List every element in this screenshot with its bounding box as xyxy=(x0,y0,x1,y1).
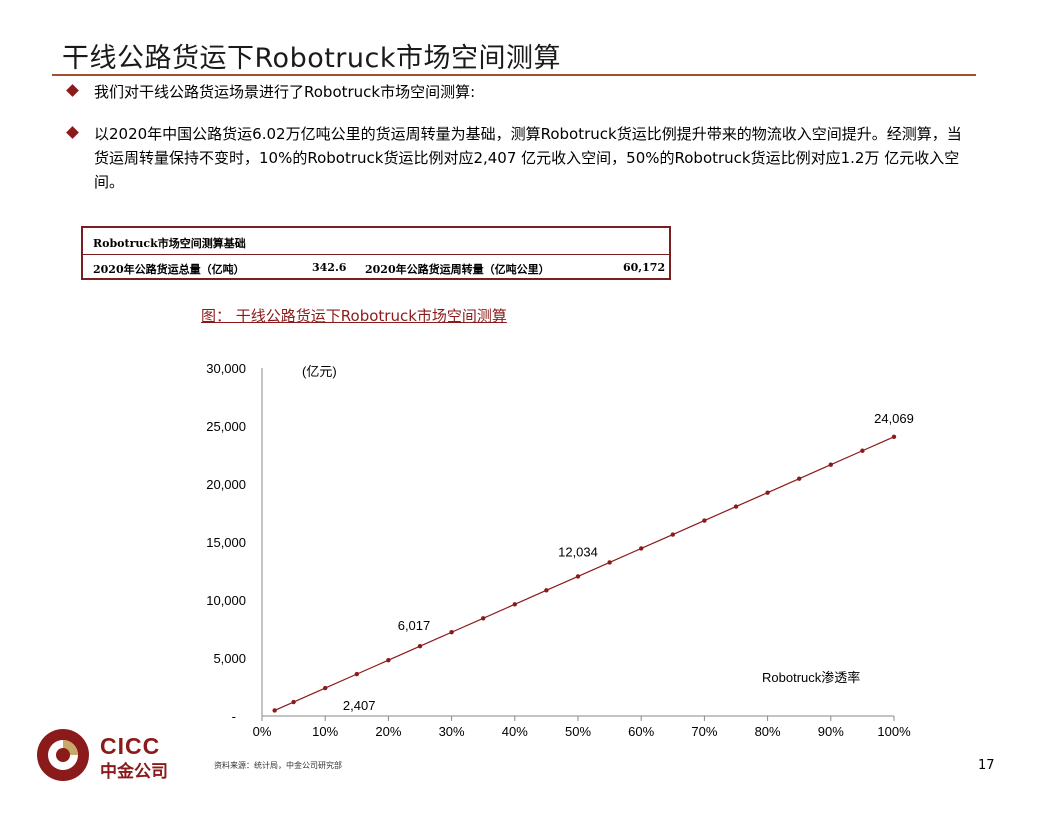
data-point xyxy=(733,504,739,509)
data-point xyxy=(575,574,581,579)
data-point xyxy=(291,699,296,705)
bullet-text-2: 以2020年中国公路货运6.02万亿吨公里的货运周转量为基础，测算Robotru… xyxy=(94,125,962,191)
x-tick-label: 70% xyxy=(691,724,717,739)
data-point xyxy=(860,448,865,453)
cicc-logo-icon xyxy=(37,729,89,781)
data-label: 24,069 xyxy=(874,411,914,426)
basis-table-row: 2020年公路货运总量（亿吨） 342.6 2020年公路货运周转量（亿吨公里）… xyxy=(83,261,669,277)
data-point xyxy=(702,518,707,523)
logo-text-cn: 中金公司 xyxy=(100,762,168,782)
page-number: 17 xyxy=(978,758,995,773)
y-tick-label: 20,000 xyxy=(206,477,246,492)
x-axis: 0% 10% 20% 30% 40% 50% 60% 70% 80% 90% 100% xyxy=(253,715,911,739)
y-tick-label: 10,000 xyxy=(206,593,246,608)
chart-data-labels: 2,407 6,017 12,034 24,069 xyxy=(343,411,914,713)
title-divider xyxy=(52,74,976,76)
basis-value-freight-turnover: 60,172 xyxy=(623,261,666,274)
data-point xyxy=(639,546,644,551)
x-tick-label: 10% xyxy=(312,724,338,739)
data-point xyxy=(481,616,486,621)
data-label: 12,034 xyxy=(558,544,598,559)
x-tick-label: 0% xyxy=(253,724,272,739)
y-tick-label: 25,000 xyxy=(206,419,246,434)
data-point xyxy=(386,657,391,663)
data-point xyxy=(607,560,612,565)
data-point xyxy=(828,462,833,467)
logo-text-en: CICC xyxy=(100,733,161,759)
data-point xyxy=(354,671,359,677)
data-label: 6,017 xyxy=(398,618,431,633)
x-tick-label: 50% xyxy=(565,724,591,739)
source-note: 资料来源：统计局，中金公司研究部 xyxy=(214,761,342,770)
x-axis-title: Robotruck渗透率 xyxy=(762,670,860,685)
y-tick-label: - xyxy=(232,709,236,724)
y-axis-unit-label: (亿元) xyxy=(302,364,337,379)
data-point xyxy=(512,602,517,607)
basis-label-freight-volume: 2020年公路货运总量（亿吨） xyxy=(93,263,245,276)
bullet-text-1: 我们对干线公路货运场景进行了Robotruck市场空间测算: xyxy=(94,83,476,101)
y-tick-label: 30,000 xyxy=(206,361,246,376)
data-point xyxy=(765,490,770,495)
x-tick-label: 100% xyxy=(877,724,911,739)
data-point xyxy=(797,476,802,481)
y-tick-label: 5,000 xyxy=(213,651,246,666)
y-tick-label: 15,000 xyxy=(206,535,246,550)
data-point xyxy=(323,685,328,691)
basis-table: Robotruck市场空间测算基础 2020年公路货运总量（亿吨） 342.6 … xyxy=(81,226,671,280)
data-label: 2,407 xyxy=(343,698,376,713)
y-axis: - 5,000 10,000 15,000 20,000 25,000 30,000 xyxy=(206,361,263,724)
basis-table-divider xyxy=(83,254,669,255)
page-title: 干线公路货运下Robotruck市场空间测算 xyxy=(62,43,562,74)
chart-series xyxy=(272,434,897,713)
basis-label-freight-turnover: 2020年公路货运周转量（亿吨公里） xyxy=(365,263,550,276)
data-point xyxy=(449,630,454,635)
x-tick-label: 60% xyxy=(628,724,654,739)
x-tick-label: 30% xyxy=(439,724,465,739)
data-point xyxy=(272,708,277,713)
basis-table-header: Robotruck市场空间测算基础 xyxy=(93,237,246,250)
figure-caption: 图： 干线公路货运下Robotruck市场空间测算 xyxy=(201,307,507,325)
basis-value-freight-volume: 342.6 xyxy=(312,261,347,274)
data-point xyxy=(891,434,897,439)
x-tick-label: 20% xyxy=(375,724,401,739)
data-point xyxy=(670,532,675,537)
x-tick-label: 80% xyxy=(755,724,781,739)
x-tick-label: 40% xyxy=(502,724,528,739)
x-tick-label: 90% xyxy=(818,724,844,739)
data-point xyxy=(544,588,549,593)
data-point xyxy=(417,644,423,649)
